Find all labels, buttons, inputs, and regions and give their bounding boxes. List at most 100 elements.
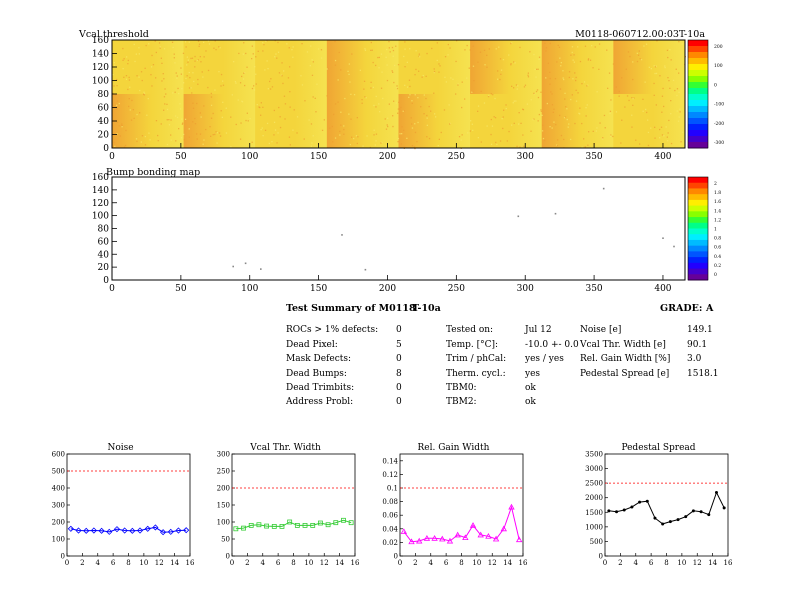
pixel-speckle bbox=[136, 140, 138, 143]
pixel-speckle bbox=[364, 96, 366, 98]
pixel-speckle bbox=[545, 50, 547, 52]
pixel-speckle bbox=[415, 68, 417, 71]
pixel-speckle bbox=[199, 56, 201, 58]
pixel-speckle bbox=[269, 80, 271, 83]
pixel-speckle bbox=[312, 96, 314, 98]
bump-palette-tick-label: 1 bbox=[714, 227, 717, 233]
pixel-speckle bbox=[114, 145, 116, 147]
bump-x-tick-label: 200 bbox=[379, 284, 396, 294]
data-point bbox=[477, 531, 484, 538]
pixel-speckle bbox=[155, 77, 157, 79]
chart-y-tick-label: 0.06 bbox=[382, 512, 398, 520]
pixel-speckle bbox=[551, 104, 554, 106]
pixel-speckle bbox=[356, 117, 358, 119]
pixel-speckle bbox=[544, 139, 546, 142]
vcal-x-tick-label: 150 bbox=[310, 152, 327, 162]
chart-y-tick-label: 3000 bbox=[585, 465, 603, 473]
pixel-speckle bbox=[645, 43, 648, 45]
chart-x-tick-label: 12 bbox=[155, 559, 164, 567]
pixel-speckle bbox=[575, 79, 577, 82]
pixel-speckle bbox=[289, 106, 291, 108]
pixel-speckle bbox=[391, 70, 393, 72]
data-point bbox=[271, 524, 277, 529]
pixel-speckle bbox=[515, 84, 518, 86]
pixel-speckle bbox=[116, 121, 119, 123]
pixel-speckle bbox=[129, 86, 131, 88]
bump-palette-tick-label: 1.8 bbox=[714, 190, 721, 196]
pixel-speckle bbox=[519, 146, 521, 148]
pixel-speckle bbox=[203, 56, 205, 58]
pixel-speckle bbox=[257, 50, 259, 52]
pixel-speckle bbox=[366, 135, 368, 137]
pixel-speckle bbox=[175, 140, 177, 142]
pixel-speckle bbox=[555, 124, 557, 126]
vcal-x-tick-label: 100 bbox=[241, 152, 258, 162]
pixel-speckle bbox=[386, 79, 389, 82]
pixel-speckle bbox=[241, 75, 243, 78]
pixel-speckle bbox=[143, 93, 146, 95]
data-point bbox=[676, 518, 680, 522]
pixel-speckle bbox=[592, 67, 594, 69]
pixel-speckle bbox=[529, 51, 531, 53]
pixel-speckle bbox=[150, 74, 152, 76]
pixel-speckle bbox=[377, 56, 379, 59]
pixel-speckle bbox=[311, 59, 313, 61]
pixel-speckle bbox=[676, 110, 678, 112]
vcal-y-tick-label: 40 bbox=[98, 117, 110, 127]
pixel-speckle bbox=[388, 103, 390, 105]
pixel-speckle bbox=[408, 79, 411, 81]
pixel-speckle bbox=[506, 140, 508, 142]
pixel-speckle bbox=[244, 72, 246, 74]
pixel-speckle bbox=[502, 127, 504, 130]
pixel-speckle bbox=[116, 133, 118, 135]
pixel-speckle bbox=[388, 47, 390, 49]
chart-x-tick-label: 6 bbox=[649, 559, 654, 567]
pixel-speckle bbox=[296, 132, 298, 134]
pixel-speckle bbox=[320, 57, 323, 59]
pixel-speckle bbox=[392, 125, 394, 128]
bump-palette-swatch bbox=[688, 245, 708, 252]
pixel-speckle bbox=[458, 136, 461, 138]
pixel-speckle bbox=[643, 45, 645, 47]
pixel-speckle bbox=[214, 89, 216, 91]
pixel-speckle bbox=[559, 88, 562, 90]
pixel-speckle bbox=[411, 145, 414, 147]
pixel-speckle bbox=[375, 140, 377, 142]
pixel-speckle bbox=[138, 53, 140, 55]
pixel-speckle bbox=[434, 113, 436, 115]
pixel-speckle bbox=[122, 47, 124, 50]
data-point bbox=[167, 528, 174, 535]
pixel-speckle bbox=[353, 137, 355, 140]
pixel-speckle bbox=[635, 139, 637, 141]
pixel-speckle bbox=[159, 46, 161, 48]
pixel-speckle bbox=[500, 69, 503, 71]
data-point bbox=[83, 527, 90, 534]
pixel-speckle bbox=[609, 110, 612, 112]
pixel-speckle bbox=[483, 102, 486, 104]
data-point bbox=[668, 520, 672, 524]
pixel-speckle bbox=[266, 122, 269, 125]
pixel-speckle bbox=[214, 133, 216, 136]
pixel-speckle bbox=[409, 85, 411, 88]
pixel-speckle bbox=[186, 75, 188, 77]
pixel-speckle bbox=[403, 129, 405, 131]
pixel-speckle bbox=[129, 109, 131, 111]
vcal-palette-swatch bbox=[688, 130, 708, 137]
pixel-speckle bbox=[563, 138, 565, 141]
pixel-speckle bbox=[340, 124, 342, 126]
pixel-speckle bbox=[621, 77, 623, 79]
pixel-speckle bbox=[672, 79, 675, 81]
pixel-speckle bbox=[585, 107, 587, 109]
chart-x-tick-label: 0 bbox=[230, 559, 234, 567]
pixel-speckle bbox=[252, 53, 254, 55]
data-point bbox=[707, 513, 711, 517]
chart-y-tick-label: 100 bbox=[52, 536, 65, 544]
pixel-speckle bbox=[542, 137, 545, 140]
pixel-speckle bbox=[417, 121, 419, 124]
data-point bbox=[348, 520, 354, 526]
pixel-speckle bbox=[242, 53, 244, 55]
pixel-speckle bbox=[436, 42, 438, 44]
dead-bump-point bbox=[673, 245, 675, 248]
pixel-speckle bbox=[316, 83, 318, 85]
pixel-speckle bbox=[170, 134, 172, 136]
